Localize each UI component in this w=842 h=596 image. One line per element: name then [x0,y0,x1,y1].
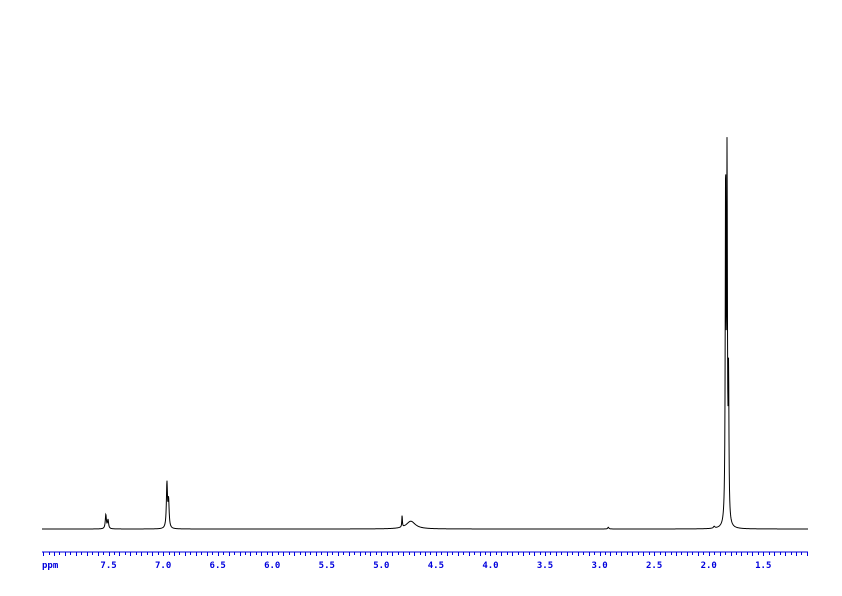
x-tick-label: 5.0 [373,561,389,571]
x-tick-label: 3.5 [537,561,553,571]
x-tick-label: 4.5 [428,561,444,571]
x-tick-label: 1.5 [755,561,771,571]
spectrum-line [42,137,808,530]
x-tick-label: 6.5 [210,561,226,571]
x-tick-label: 6.0 [264,561,280,571]
x-tick-label: 3.0 [591,561,607,571]
axis-unit-label: ppm [42,561,59,571]
x-tick-label: 2.5 [646,561,662,571]
x-tick-label: 2.0 [701,561,717,571]
x-tick-label: 4.0 [482,561,498,571]
x-tick-label: 7.0 [155,561,171,571]
x-tick-label: 7.5 [100,561,116,571]
x-tick-label: 5.5 [319,561,335,571]
spectrum-trace-group [42,137,808,530]
ppm-axis: 7.5 7.0 6.5 6.0 5.5 5.0 4.5 4.0 3.5 3.0 2.5 2.0 1.5 [42,551,808,571]
